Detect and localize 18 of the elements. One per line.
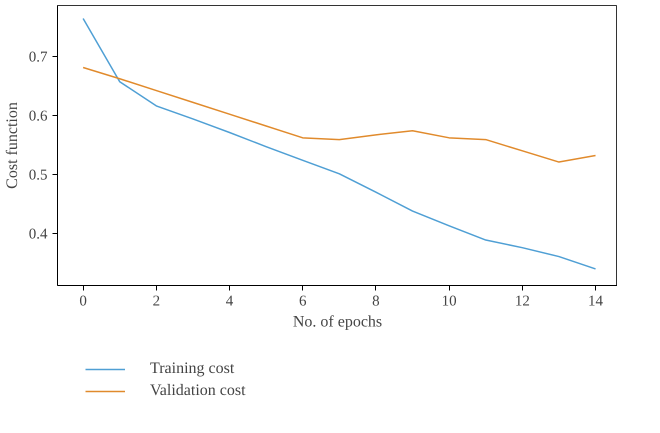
- y-tick-label: 0.6: [28, 108, 48, 124]
- x-tick-label: 6: [298, 294, 307, 310]
- x-axis-title: No. of epochs: [292, 314, 382, 330]
- legend-label: Training cost: [150, 360, 234, 378]
- x-tick-label: 0: [79, 294, 87, 310]
- x-tick-label: 12: [514, 294, 530, 310]
- line-series: [82, 66, 596, 163]
- y-axis-title: Cost function: [4, 102, 21, 189]
- x-tick-label: 14: [588, 294, 604, 310]
- y-tick-label: 0.7: [28, 49, 48, 66]
- legend-label: Validation cost: [150, 382, 246, 400]
- x-tick-label: 8: [372, 294, 380, 310]
- x-tick-label: 2: [152, 294, 160, 310]
- x-tick-label: 4: [226, 294, 234, 310]
- y-tick-label: 0.4: [28, 226, 48, 243]
- line-series: [82, 18, 596, 270]
- y-tick-label: 0.5: [28, 167, 48, 184]
- x-tick-label: 10: [442, 294, 457, 310]
